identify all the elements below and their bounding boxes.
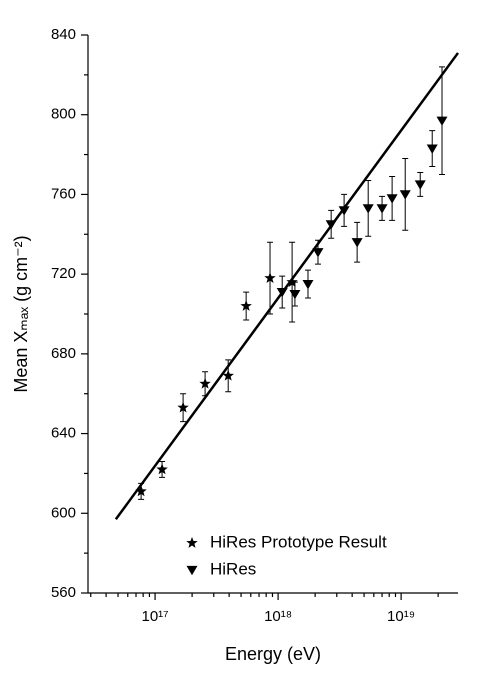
data-point bbox=[289, 289, 301, 300]
fit-line bbox=[114, 52, 460, 521]
data-point bbox=[436, 116, 448, 126]
y-tick-label: 560 bbox=[51, 584, 76, 601]
data-point bbox=[399, 190, 411, 200]
data-point bbox=[312, 248, 324, 258]
x-tick-label: 10¹⁷ bbox=[142, 608, 169, 625]
data-point bbox=[351, 238, 363, 248]
data-point bbox=[325, 220, 337, 230]
legend-marker bbox=[186, 537, 198, 548]
x-tick-label: 10¹⁸ bbox=[264, 608, 292, 625]
x-axis-label: Energy (eV) bbox=[225, 644, 321, 664]
data-point bbox=[240, 300, 252, 311]
y-axis-label: Mean Xₘₐₓ (g cm⁻²) bbox=[11, 235, 31, 392]
data-point bbox=[199, 377, 211, 389]
legend-label: HiRes Prototype Result bbox=[210, 532, 387, 551]
y-tick-label: 800 bbox=[51, 106, 76, 123]
y-tick-label: 840 bbox=[51, 26, 76, 43]
y-tick-label: 680 bbox=[51, 345, 76, 362]
data-point bbox=[264, 272, 276, 283]
legend-marker bbox=[186, 565, 198, 576]
data-point bbox=[135, 485, 147, 497]
y-tick-label: 760 bbox=[51, 185, 76, 202]
y-tick-label: 720 bbox=[51, 265, 76, 282]
legend-label: HiRes bbox=[210, 559, 256, 578]
y-tick-label: 640 bbox=[51, 425, 76, 442]
data-point bbox=[414, 180, 426, 190]
data-point bbox=[302, 279, 314, 290]
x-tick-label: 10¹⁹ bbox=[387, 608, 415, 625]
data-point bbox=[362, 204, 374, 214]
data-point bbox=[222, 369, 234, 381]
y-tick-label: 600 bbox=[51, 504, 76, 521]
data-point bbox=[386, 194, 398, 204]
data-point bbox=[276, 287, 288, 298]
data-point bbox=[286, 276, 298, 287]
data-point bbox=[177, 401, 189, 413]
data-point bbox=[376, 204, 388, 214]
data-point bbox=[156, 463, 168, 475]
data-point bbox=[338, 206, 350, 216]
data-point bbox=[426, 144, 438, 154]
